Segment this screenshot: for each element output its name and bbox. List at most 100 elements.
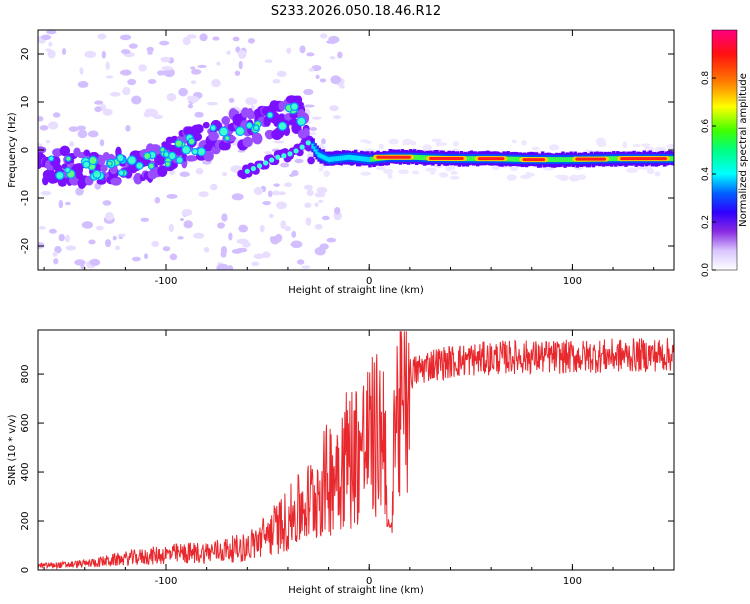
noise-blob <box>153 114 164 119</box>
noise-blob <box>58 200 64 209</box>
band-blob <box>220 141 231 151</box>
band-blob <box>307 156 315 165</box>
noise-blob <box>435 140 441 147</box>
noise-blob <box>644 144 650 151</box>
noise-blob <box>557 176 565 180</box>
band-segment <box>421 155 425 161</box>
band-spot <box>176 157 183 163</box>
noise-blob <box>646 167 655 175</box>
noise-blob <box>95 225 104 231</box>
noise-blob <box>203 246 210 253</box>
band-blob <box>208 131 219 141</box>
band-segment <box>469 156 474 162</box>
noise-blob <box>88 239 96 245</box>
noise-blob <box>451 165 456 170</box>
noise-blob <box>168 223 174 233</box>
band-blob <box>59 145 71 157</box>
noise-blob <box>160 56 171 63</box>
noise-blob <box>159 40 170 46</box>
noise-blob <box>227 264 234 270</box>
noise-blob <box>519 174 531 180</box>
noise-blob <box>506 174 517 182</box>
noise-blob <box>228 232 233 241</box>
noise-blob <box>411 170 420 175</box>
noise-blob <box>666 143 674 150</box>
noise-blob <box>94 106 102 113</box>
y-tick-label: 200 <box>20 511 31 530</box>
noise-blob <box>280 220 287 229</box>
noise-blob <box>162 246 171 252</box>
band-segment <box>557 157 561 163</box>
noise-blob <box>273 140 284 144</box>
band-blob <box>202 121 210 129</box>
noise-blob <box>315 74 320 80</box>
band-segment <box>353 155 358 161</box>
noise-blob <box>272 78 281 84</box>
noise-blob <box>311 116 322 120</box>
noise-blob <box>138 64 147 72</box>
y-tick-label: 800 <box>20 365 31 384</box>
noise-blob <box>273 183 280 187</box>
noise-blob <box>262 200 272 206</box>
band-blob <box>149 144 161 153</box>
noise-blob <box>308 67 315 72</box>
band-segment <box>412 154 417 160</box>
noise-blob <box>210 183 218 191</box>
band-segment <box>351 155 356 161</box>
band-segment <box>313 146 317 152</box>
band-blob <box>249 111 256 119</box>
noise-blob <box>509 165 519 172</box>
noise-blob <box>97 33 107 40</box>
noise-blob <box>294 158 304 164</box>
noise-blob <box>319 78 327 83</box>
band-spot <box>297 117 305 126</box>
band-segment <box>341 155 346 161</box>
noise-blob <box>75 187 84 196</box>
noise-blob <box>47 49 56 59</box>
band-spot <box>192 149 198 155</box>
band-segment <box>345 154 350 160</box>
noise-blob <box>232 36 240 42</box>
noise-blob <box>430 171 436 175</box>
noise-blob <box>52 112 61 118</box>
band-spot <box>236 127 244 135</box>
y-tick-label: -20 <box>20 238 31 254</box>
noise-blob <box>318 167 324 172</box>
noise-blob <box>283 182 293 187</box>
noise-blob <box>264 151 272 155</box>
band-spot <box>164 152 169 157</box>
noise-blob <box>105 75 114 79</box>
noise-blob <box>410 140 417 146</box>
band-spot <box>250 166 256 172</box>
band-spot <box>89 157 97 164</box>
band-spot <box>169 152 176 160</box>
noise-blob <box>163 68 175 78</box>
noise-blob <box>48 41 53 47</box>
noise-blob <box>329 105 339 112</box>
noise-blob <box>284 225 292 232</box>
band-segment <box>366 156 370 162</box>
y-tick-label: -10 <box>20 190 31 206</box>
noise-blob <box>38 143 43 147</box>
noise-blob <box>94 100 104 105</box>
band-segment <box>356 155 360 161</box>
band-segment <box>370 156 374 162</box>
noise-blob <box>212 36 220 41</box>
noise-blob <box>337 51 343 59</box>
band-core <box>522 158 546 162</box>
band-blob <box>185 155 198 162</box>
noise-blob <box>199 33 208 42</box>
noise-blob <box>187 103 194 109</box>
band-spot <box>49 156 54 161</box>
band-segment <box>423 155 427 161</box>
noise-blob <box>309 127 317 132</box>
band-segment <box>512 156 516 162</box>
noise-blob <box>47 121 59 130</box>
band-segment <box>414 154 419 160</box>
noise-blob <box>654 171 661 177</box>
noise-blob <box>231 193 244 201</box>
noise-blob <box>146 46 154 53</box>
noise-blob <box>143 253 149 260</box>
noise-blob <box>105 61 110 70</box>
